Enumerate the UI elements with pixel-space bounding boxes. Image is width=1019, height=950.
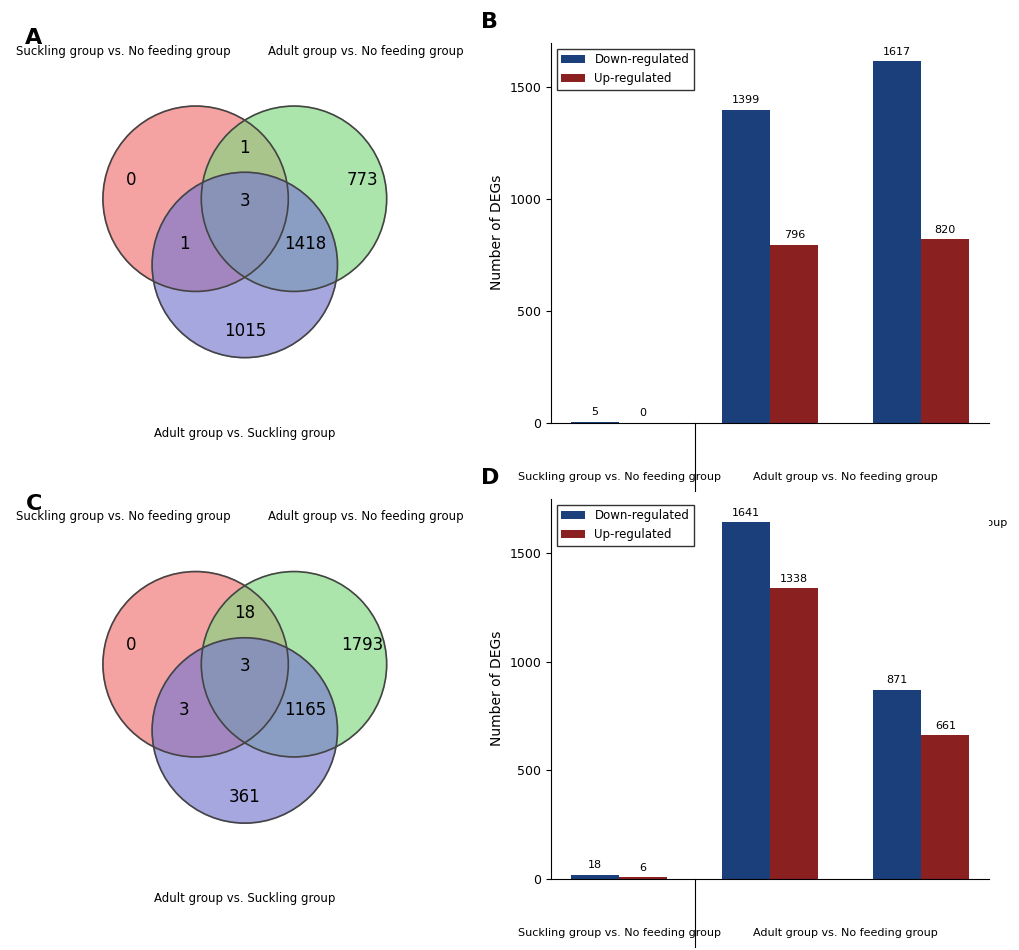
Text: 820: 820	[933, 225, 955, 235]
Text: Suckling group vs. No feeding group: Suckling group vs. No feeding group	[517, 472, 719, 483]
Bar	[769, 588, 817, 879]
Text: Suckling group vs. No feeding group: Suckling group vs. No feeding group	[16, 510, 231, 523]
Text: 0: 0	[639, 408, 646, 418]
Text: 1165: 1165	[284, 701, 326, 718]
Text: A: A	[25, 28, 43, 48]
Text: 18: 18	[587, 861, 601, 870]
Text: 3: 3	[178, 701, 190, 718]
Circle shape	[152, 637, 337, 823]
Legend: Down-regulated, Up-regulated: Down-regulated, Up-regulated	[556, 504, 693, 546]
Text: Adult group vs. Suckling group: Adult group vs. Suckling group	[835, 518, 1006, 528]
Text: Suckling group vs. No feeding group: Suckling group vs. No feeding group	[16, 45, 231, 58]
Text: Adult group vs. No feeding group: Adult group vs. No feeding group	[752, 928, 937, 939]
Text: Adult group vs. No feeding group: Adult group vs. No feeding group	[268, 45, 464, 58]
Text: Suckling group vs. No feeding group: Suckling group vs. No feeding group	[517, 928, 719, 939]
Text: 1015: 1015	[223, 322, 266, 340]
Text: 3: 3	[239, 657, 250, 675]
Text: D: D	[480, 468, 498, 488]
Text: Adult group vs. No feeding group: Adult group vs. No feeding group	[268, 510, 464, 523]
Text: C: C	[25, 494, 42, 514]
Text: 0: 0	[126, 171, 137, 189]
Text: 1399: 1399	[731, 95, 759, 105]
Text: 18: 18	[234, 604, 255, 622]
Bar	[920, 239, 968, 423]
Text: Adult group vs. Suckling group: Adult group vs. Suckling group	[154, 427, 335, 440]
Circle shape	[152, 172, 337, 357]
Bar	[920, 735, 968, 879]
Bar	[571, 422, 619, 423]
Text: 0: 0	[126, 636, 137, 655]
Text: 361: 361	[228, 788, 261, 806]
Bar	[721, 522, 769, 879]
Text: 871: 871	[886, 675, 907, 685]
Text: Adult group vs. Suckling group: Adult group vs. Suckling group	[154, 892, 335, 905]
Text: Adult group vs. No feeding group: Adult group vs. No feeding group	[752, 472, 937, 483]
Bar	[872, 690, 920, 879]
Circle shape	[103, 572, 288, 757]
Text: 1793: 1793	[340, 636, 383, 655]
Circle shape	[201, 106, 386, 292]
Circle shape	[103, 106, 288, 292]
Text: 773: 773	[345, 171, 377, 189]
Text: 1641: 1641	[732, 508, 759, 518]
Text: 1418: 1418	[284, 236, 326, 253]
Text: 3: 3	[239, 192, 250, 210]
Circle shape	[201, 572, 386, 757]
Text: 1: 1	[239, 139, 250, 157]
Text: 1617: 1617	[882, 47, 910, 57]
Text: 6: 6	[639, 863, 646, 873]
Text: 1: 1	[178, 236, 190, 253]
Text: 796: 796	[783, 230, 804, 240]
Bar	[872, 62, 920, 423]
Y-axis label: Number of DEGs: Number of DEGs	[489, 175, 503, 291]
Bar	[571, 875, 619, 879]
Bar	[619, 878, 666, 879]
Y-axis label: Number of DEGs: Number of DEGs	[489, 631, 503, 747]
Text: 1338: 1338	[780, 574, 807, 583]
Bar	[769, 245, 817, 423]
Bar	[721, 110, 769, 423]
Text: 661: 661	[933, 721, 955, 731]
Text: 5: 5	[591, 407, 598, 417]
Text: B: B	[480, 12, 497, 32]
Legend: Down-regulated, Up-regulated: Down-regulated, Up-regulated	[556, 48, 693, 90]
